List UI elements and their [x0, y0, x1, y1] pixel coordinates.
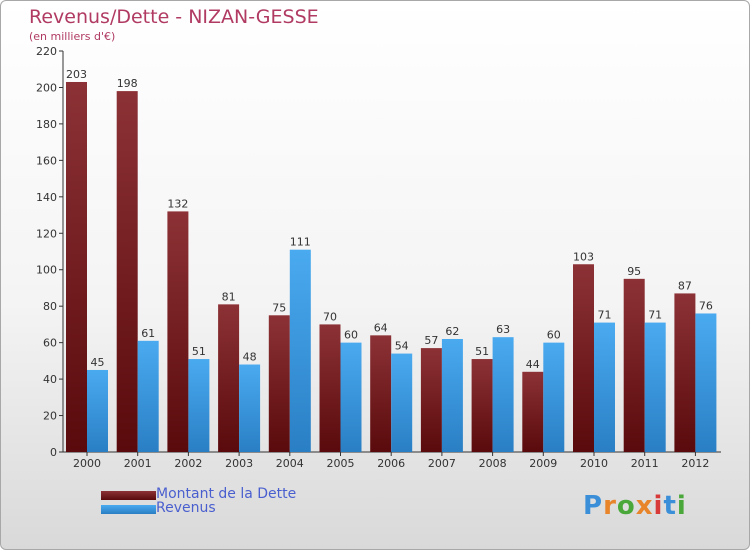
x-tick-label: 2003	[225, 457, 253, 470]
y-tick-label: 220	[36, 45, 57, 58]
bar-debt	[319, 324, 341, 452]
data-label-revenue: 111	[290, 236, 311, 249]
data-label-debt: 44	[526, 358, 540, 371]
bar-revenue	[441, 338, 463, 452]
data-label-revenue: 62	[445, 325, 459, 338]
bar-debt	[116, 91, 138, 452]
y-tick-label: 20	[43, 410, 57, 423]
bar-revenue	[289, 249, 311, 452]
data-label-debt: 75	[272, 301, 286, 314]
proxiti-logo: Proxiti	[583, 491, 687, 521]
bar-revenue	[695, 313, 717, 452]
y-tick-label: 120	[36, 227, 57, 240]
data-label-debt: 132	[167, 197, 188, 210]
x-tick-label: 2012	[681, 457, 709, 470]
data-label-debt: 81	[222, 290, 236, 303]
legend-swatch-revenue	[101, 505, 156, 514]
bar-revenue	[644, 322, 666, 452]
bar-revenue	[87, 369, 108, 452]
bar-debt	[268, 315, 290, 452]
y-tick-label: 160	[36, 154, 57, 167]
bar-revenue	[239, 364, 261, 452]
bar-debt	[420, 348, 442, 452]
data-label-debt: 64	[374, 321, 388, 334]
bar-debt	[218, 304, 240, 452]
data-label-debt: 103	[573, 250, 594, 263]
data-label-revenue: 48	[243, 351, 257, 364]
bar-debt	[522, 371, 544, 452]
data-label-revenue: 60	[344, 329, 358, 342]
bar-debt	[167, 211, 189, 452]
chart-subtitle: (en milliers d'€)	[29, 30, 116, 43]
x-tick-label: 2007	[428, 457, 456, 470]
bar-debt	[573, 264, 594, 452]
y-tick-label: 200	[36, 81, 57, 94]
data-label-revenue: 71	[598, 309, 612, 322]
x-tick-label: 2002	[174, 457, 202, 470]
y-tick-label: 180	[36, 118, 57, 131]
data-label-debt: 95	[627, 265, 641, 278]
data-label-revenue: 71	[648, 309, 662, 322]
data-label-revenue: 76	[699, 299, 713, 312]
y-tick-label: 40	[43, 373, 57, 386]
bar-revenue	[188, 359, 210, 452]
x-tick-label: 2011	[631, 457, 659, 470]
x-tick-label: 2000	[73, 457, 101, 470]
bar-revenue	[391, 353, 413, 452]
bar-revenue	[492, 337, 514, 452]
chart-title: Revenus/Dette - NIZAN-GESSE	[29, 6, 319, 28]
bar-revenue	[137, 340, 159, 452]
data-label-revenue: 45	[91, 356, 105, 369]
data-label-debt: 51	[475, 345, 489, 358]
x-tick-label: 2010	[580, 457, 608, 470]
y-tick-label: 0	[50, 446, 57, 459]
data-label-revenue: 61	[141, 327, 155, 340]
bar-debt	[623, 278, 645, 452]
legend-label-revenue: Revenus	[156, 500, 216, 516]
bar-debt	[674, 293, 696, 452]
legend-swatch-debt	[101, 491, 156, 500]
data-label-revenue: 63	[496, 323, 510, 336]
bar-debt	[471, 359, 493, 452]
bar-revenue	[340, 342, 362, 452]
legend-label-debt: Montant de la Dette	[156, 486, 297, 502]
x-tick-label: 2006	[377, 457, 405, 470]
bar-revenue	[594, 322, 615, 452]
data-label-revenue: 54	[395, 340, 409, 353]
x-tick-label: 2009	[529, 457, 557, 470]
y-tick-label: 100	[36, 264, 57, 277]
data-label-revenue: 60	[547, 329, 561, 342]
data-label-debt: 87	[678, 279, 692, 292]
y-tick-label: 140	[36, 191, 57, 204]
x-tick-label: 2005	[327, 457, 355, 470]
bar-revenue	[543, 342, 565, 452]
x-tick-label: 2008	[479, 457, 507, 470]
data-label-debt: 57	[424, 334, 438, 347]
bar-debt	[66, 81, 87, 453]
data-label-debt: 198	[117, 77, 138, 90]
y-tick-label: 80	[43, 300, 57, 313]
data-label-debt: 70	[323, 310, 337, 323]
bar-debt	[370, 335, 392, 452]
data-label-revenue: 51	[192, 345, 206, 358]
data-label-debt: 203	[66, 68, 87, 81]
y-tick-label: 60	[43, 337, 57, 350]
x-tick-label: 2001	[124, 457, 152, 470]
x-tick-label: 2004	[276, 457, 304, 470]
